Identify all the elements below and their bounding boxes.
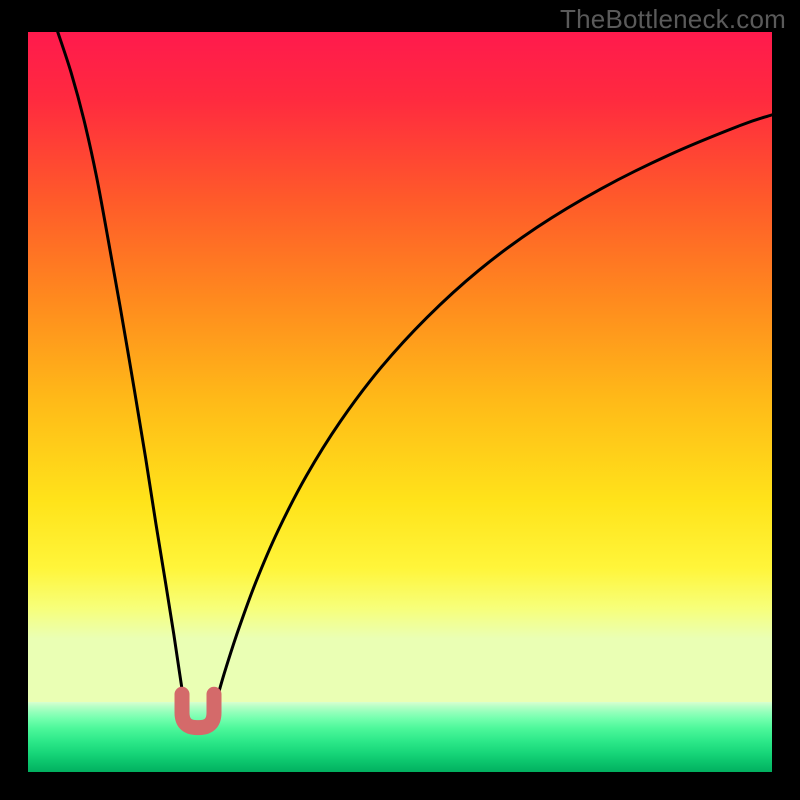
watermark-text: TheBottleneck.com (560, 4, 786, 35)
minimum-marker (182, 694, 214, 727)
plot-area (28, 32, 772, 772)
chart-root: { "watermark": { "text": "TheBottleneck.… (0, 0, 800, 800)
bottleneck-curve (58, 32, 772, 723)
curve-layer (28, 32, 772, 772)
